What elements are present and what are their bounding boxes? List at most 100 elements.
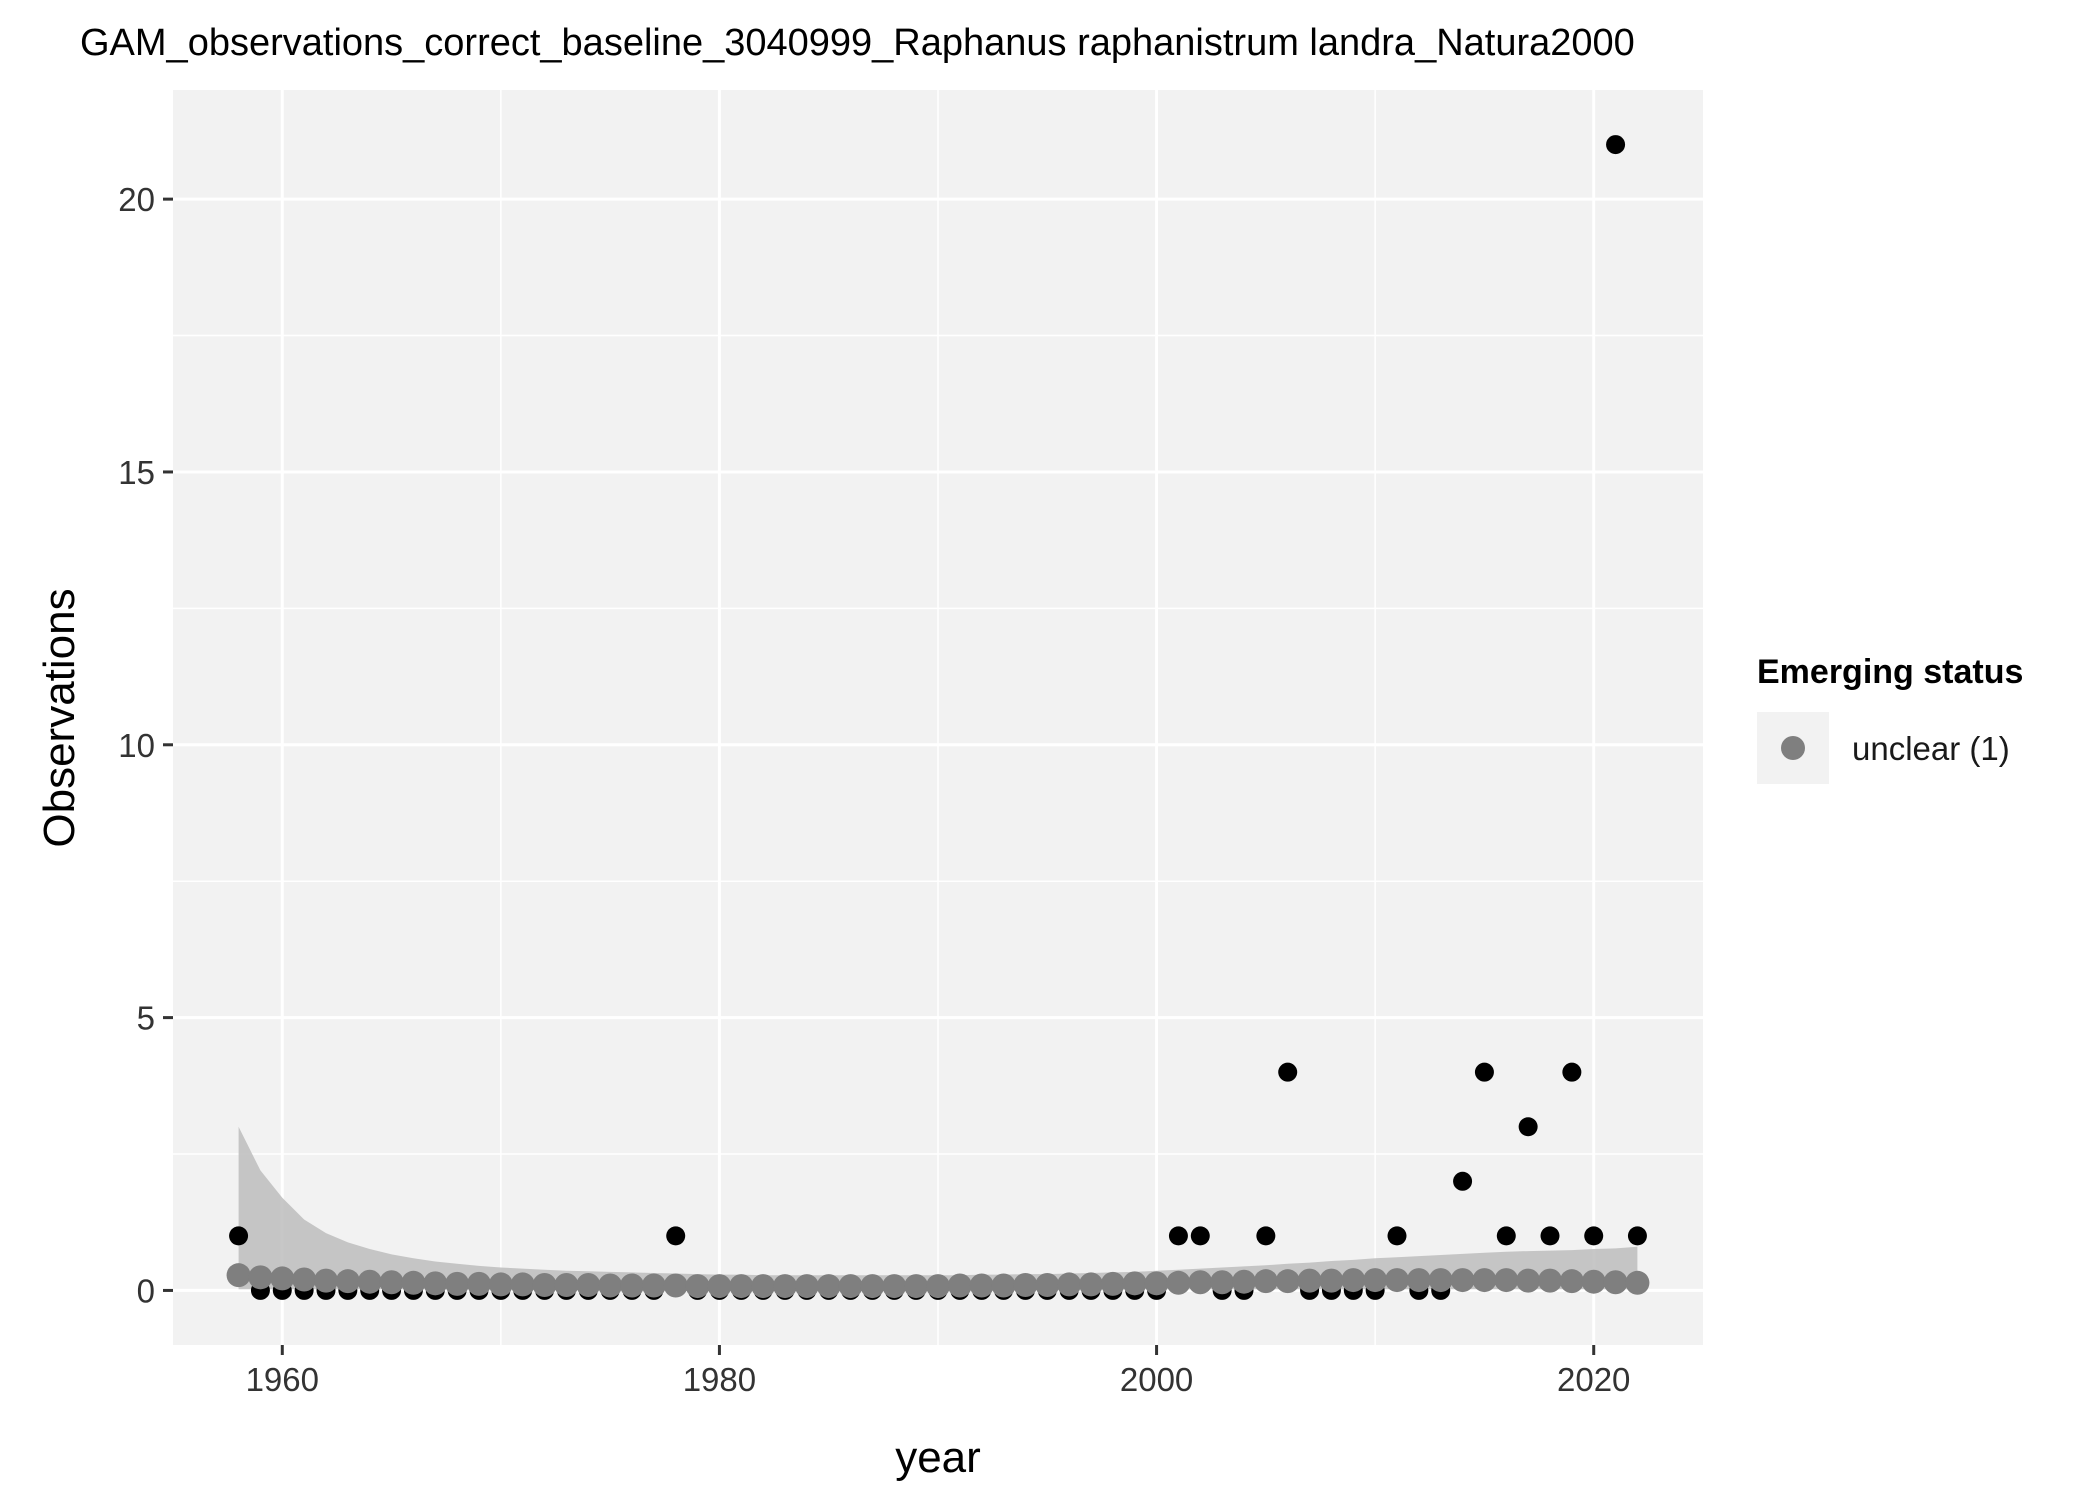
fitted-point	[860, 1274, 885, 1299]
fitted-point	[1232, 1269, 1256, 1294]
legend-title: Emerging status	[1757, 653, 2023, 691]
fitted-point	[1079, 1272, 1103, 1297]
x-tick-label: 2000	[1120, 1361, 1193, 1398]
fitted-point	[1385, 1268, 1409, 1293]
fitted-point	[1450, 1268, 1475, 1293]
fitted-point	[488, 1272, 513, 1297]
fitted-point	[1122, 1271, 1147, 1296]
fitted-point	[1472, 1268, 1497, 1293]
fitted-point	[467, 1271, 491, 1296]
fitted-point	[292, 1267, 317, 1292]
fitted-point	[1210, 1270, 1235, 1295]
fitted-point	[838, 1274, 863, 1299]
legend: Emerging status unclear (1)	[1757, 653, 2023, 784]
fitted-point	[226, 1263, 251, 1288]
fitted-point	[1100, 1271, 1125, 1296]
fitted-point	[1538, 1268, 1562, 1293]
fitted-point	[663, 1273, 688, 1298]
fitted-point	[641, 1273, 666, 1298]
fitted-point	[926, 1274, 950, 1299]
observed-point	[1540, 1226, 1560, 1246]
fitted-point	[270, 1266, 295, 1291]
fitted-point	[1319, 1268, 1344, 1293]
y-tick-label: 15	[118, 454, 155, 491]
grid-minor	[173, 90, 1703, 1345]
observed-point	[1562, 1062, 1582, 1082]
fitted-point	[1144, 1271, 1169, 1296]
fitted-point	[882, 1274, 907, 1299]
legend-label-unclear: unclear (1)	[1852, 730, 2010, 767]
observed-point	[1584, 1226, 1604, 1246]
observed-point	[1168, 1226, 1188, 1246]
fitted-point	[379, 1270, 404, 1295]
fitted-point	[947, 1273, 972, 1298]
observed-point	[666, 1226, 686, 1246]
x-axis-title: year	[895, 1433, 981, 1482]
fitted-point	[1035, 1272, 1060, 1297]
fitted-point	[1494, 1268, 1519, 1293]
observed-point	[1627, 1226, 1647, 1246]
observed-point	[1453, 1171, 1473, 1191]
fitted-point	[314, 1268, 338, 1293]
fitted-point	[1516, 1268, 1541, 1293]
fitted-point	[576, 1272, 601, 1297]
fitted-point	[904, 1274, 929, 1299]
observed-point	[229, 1226, 249, 1246]
fitted-point	[729, 1274, 754, 1299]
fitted-point	[1253, 1269, 1278, 1294]
x-axis: 1960 1980 2000 2020	[246, 1345, 1630, 1398]
fitted-points	[226, 1263, 1650, 1299]
fitted-point	[773, 1274, 797, 1299]
y-tick-label: 20	[118, 181, 155, 218]
fitted-point	[1363, 1268, 1388, 1293]
observed-point	[1474, 1062, 1494, 1082]
fitted-point	[969, 1273, 994, 1298]
y-tick-label: 5	[137, 1000, 155, 1037]
fitted-point	[707, 1274, 732, 1299]
fitted-point	[685, 1274, 710, 1299]
fitted-point	[510, 1272, 535, 1297]
observed-point	[1278, 1062, 1298, 1082]
observed-point	[1606, 135, 1626, 155]
fitted-point	[248, 1265, 273, 1290]
fitted-point	[335, 1269, 360, 1294]
fitted-point	[423, 1271, 448, 1296]
fitted-point	[401, 1270, 426, 1295]
fitted-point	[991, 1273, 1016, 1298]
fitted-point	[532, 1272, 557, 1297]
fitted-point	[1188, 1270, 1213, 1295]
fitted-point	[1559, 1269, 1584, 1294]
chart-title: GAM_observations_correct_baseline_304099…	[80, 22, 1635, 64]
observed-point	[1518, 1117, 1538, 1137]
fitted-point	[1428, 1268, 1453, 1293]
observed-point	[1190, 1226, 1210, 1246]
observed-point	[1496, 1226, 1516, 1246]
fitted-point	[1406, 1268, 1431, 1293]
fitted-point	[554, 1272, 579, 1297]
legend-key-dot	[1781, 736, 1805, 760]
y-axis: 0 5 10 15 20	[118, 181, 173, 1309]
y-axis-title: Observations	[35, 588, 84, 847]
y-tick-label: 0	[137, 1272, 155, 1309]
fitted-point	[357, 1269, 382, 1294]
fitted-point	[445, 1271, 470, 1296]
fitted-point	[1581, 1269, 1606, 1294]
fitted-point	[751, 1274, 776, 1299]
fitted-point	[1297, 1268, 1322, 1293]
fitted-point	[1057, 1272, 1082, 1297]
fitted-point	[598, 1273, 623, 1298]
fitted-point	[1013, 1272, 1038, 1297]
observed-point	[1256, 1226, 1276, 1246]
fitted-point	[1166, 1270, 1191, 1295]
y-tick-label: 10	[118, 727, 155, 764]
fitted-point	[1603, 1270, 1628, 1295]
observed-point	[1387, 1226, 1407, 1246]
x-tick-label: 1980	[683, 1361, 756, 1398]
x-tick-label: 2020	[1557, 1361, 1630, 1398]
grid-major	[173, 90, 1703, 1345]
fitted-point	[1275, 1269, 1300, 1294]
fitted-point	[1625, 1270, 1650, 1295]
fitted-point	[620, 1273, 644, 1298]
fitted-point	[794, 1274, 819, 1299]
fitted-point	[816, 1274, 841, 1299]
